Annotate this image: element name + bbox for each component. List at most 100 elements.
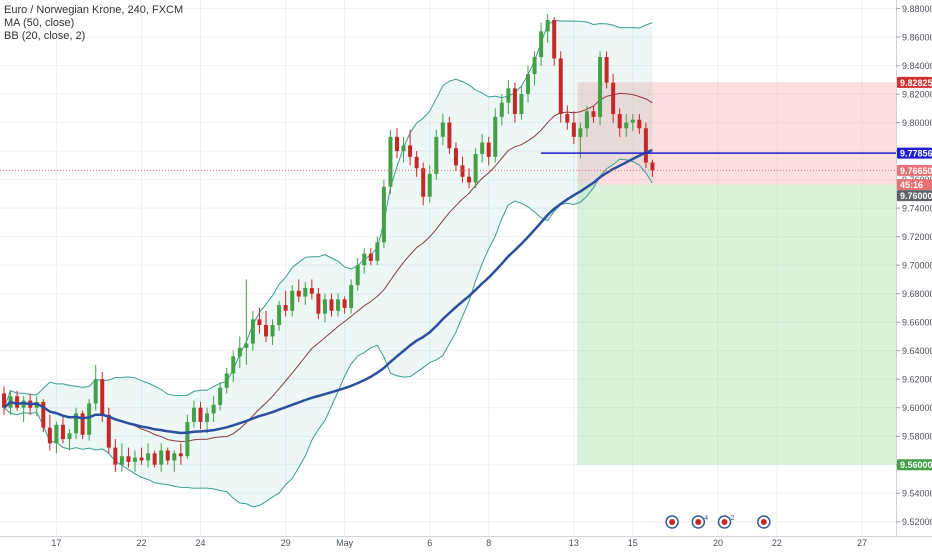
candle-body [153, 453, 157, 464]
x-tick-label: 22 [137, 538, 147, 548]
y-tick-label: 9.54000 [902, 489, 932, 499]
candle-body [441, 123, 445, 137]
price-axis[interactable]: 9.880009.860009.840009.820009.800009.780… [896, 0, 932, 550]
candle-body [493, 117, 497, 157]
candle-body [467, 177, 471, 183]
candle-body [592, 111, 596, 117]
candle-body [54, 425, 58, 444]
y-tick-label: 9.58000 [902, 432, 932, 442]
legend-bb[interactable]: BB (20, close, 2) [4, 30, 183, 43]
candle-body [323, 299, 327, 313]
candle-body [480, 143, 484, 154]
candle-body [126, 456, 130, 462]
candle-body [271, 325, 275, 336]
candle-body [349, 285, 353, 308]
candle-body [199, 408, 203, 422]
candle-body [506, 88, 510, 102]
economic-event-icon[interactable] [666, 516, 678, 528]
candle-body [382, 187, 386, 243]
candle-body [284, 305, 288, 311]
candle-body [238, 348, 242, 357]
price-tag[interactable]: 9.82825 [897, 77, 932, 88]
legend-ma[interactable]: MA (50, close) [4, 17, 183, 30]
y-tick-label: 9.66000 [902, 318, 932, 328]
price-tag-label: 9.76650 [900, 166, 932, 176]
y-tick-label: 9.74000 [902, 204, 932, 214]
candle-down [644, 123, 648, 169]
candle-body [48, 428, 52, 444]
y-tick-label: 9.88000 [902, 4, 932, 14]
take-profit-zone[interactable] [577, 185, 896, 465]
candle-body [572, 123, 576, 137]
candle-body [605, 57, 609, 83]
price-tag[interactable]: 9.76000 [897, 190, 932, 201]
candle-body [316, 294, 320, 314]
x-tick-label: 17 [51, 538, 61, 548]
price-tag[interactable]: 45:16 [897, 179, 932, 190]
candle-body [618, 114, 622, 128]
candle-up [434, 130, 438, 180]
candle-body [526, 74, 530, 94]
candle-down [559, 51, 563, 122]
candle-body [133, 458, 137, 462]
price-tag-label: 9.56000 [900, 460, 932, 470]
candle-up [382, 180, 386, 248]
candle-down [552, 17, 556, 65]
candle-body [421, 168, 425, 197]
event-icon-dot [722, 519, 728, 525]
candle-body [264, 325, 268, 336]
candle-body [225, 373, 229, 387]
y-tick-label: 9.72000 [902, 232, 932, 242]
candle-body [487, 143, 491, 157]
price-tag[interactable]: 9.76650 [897, 165, 932, 176]
candle-down [81, 411, 85, 440]
candle-body [631, 120, 635, 123]
event-icon-dot [695, 519, 701, 525]
legend-symbol[interactable]: Euro / Norwegian Krone, 240, FXCM [4, 4, 183, 17]
candle-body [113, 448, 117, 465]
candle-body [159, 450, 163, 464]
economic-event-icon[interactable]: 2 [719, 515, 735, 528]
x-tick-label: 27 [857, 538, 867, 548]
candle-body [552, 20, 556, 58]
candle-body [310, 288, 314, 294]
candle-body [185, 422, 189, 456]
event-icon-dot [669, 519, 675, 525]
candle-body [637, 120, 641, 129]
x-tick-label: 8 [486, 538, 491, 548]
candle-body [303, 288, 307, 297]
candle-body [447, 123, 451, 149]
price-tag-label: 9.76000 [900, 191, 932, 201]
price-tag-label: 9.77856 [900, 149, 932, 159]
candle-body [212, 405, 216, 414]
time-axis[interactable]: 17 22 24 29 May 6 8 13 15 20 22 27 [0, 537, 932, 549]
y-tick-label: 9.68000 [902, 289, 932, 299]
y-tick-label: 9.86000 [902, 33, 932, 43]
y-tick-label: 9.52000 [902, 517, 932, 527]
chart-legend: Euro / Norwegian Krone, 240, FXCM MA (50… [4, 4, 183, 43]
candle-up [474, 148, 478, 188]
economic-event-icon[interactable] [758, 516, 770, 528]
y-tick-label: 9.84000 [902, 61, 932, 71]
candle-body [166, 450, 170, 460]
y-tick-label: 9.60000 [902, 403, 932, 413]
candle-body [15, 396, 19, 407]
candle-body [140, 458, 144, 461]
x-tick-label: 13 [569, 538, 579, 548]
price-tag[interactable]: 9.56000 [897, 459, 932, 470]
candle-body [290, 291, 294, 311]
candle-body [454, 148, 458, 165]
candle-down [395, 128, 399, 158]
candle-body [343, 299, 347, 308]
candle-down [2, 386, 6, 415]
economic-event-icon[interactable]: 4 [692, 515, 708, 528]
candle-body [585, 111, 589, 128]
x-tick-label: May [336, 538, 354, 548]
candle-body [257, 319, 261, 325]
candle-body [277, 305, 281, 325]
price-tag[interactable]: 9.77856 [897, 148, 932, 159]
x-tick-label: 20 [713, 538, 723, 548]
x-tick-label: 29 [281, 538, 291, 548]
